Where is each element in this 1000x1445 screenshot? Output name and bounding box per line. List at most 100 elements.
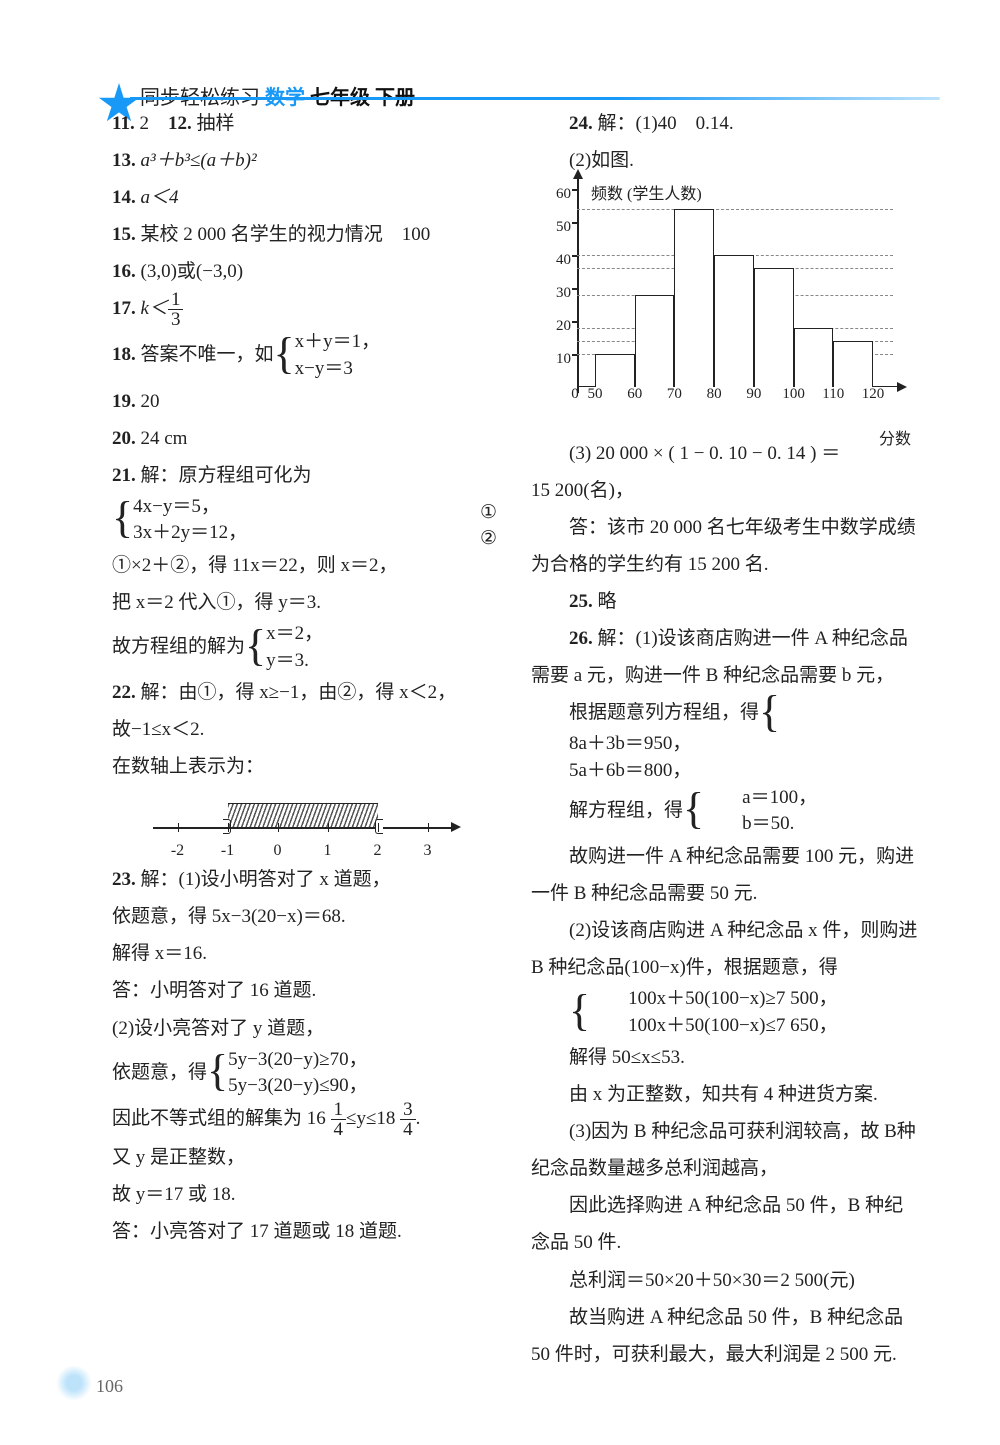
q15-ans: 某校 2 000 名学生的视力情况 100 (141, 224, 431, 245)
q17-num: 17. (112, 298, 136, 319)
q26-7: 由 x 为正整数，知共有 4 种进货方案. (531, 1076, 922, 1113)
q22-text: 解：由①，得 x≥−1，由②，得 x＜2， (141, 682, 457, 703)
q18-num: 18. (112, 344, 136, 365)
arrow-right-icon (451, 822, 461, 832)
numline-label: 0 (266, 835, 290, 866)
q18-text: 答案不唯一，如 (141, 344, 274, 365)
q12-ans: 抽样 (196, 113, 234, 134)
q26-2: 根据题意列方程组，得 (569, 702, 759, 723)
numline-label: 3 (416, 835, 440, 866)
q14-ans: a＜4 (141, 187, 179, 208)
sys-26a: 8a＋3b＝950，5a＋6b＝800， (531, 731, 691, 784)
chart-bar (754, 268, 794, 387)
q17-pre: k＜ (141, 298, 168, 319)
y-tick-label: 40 (547, 246, 571, 275)
q20-ans: 24 cm (141, 428, 188, 449)
arrow-up-icon (573, 169, 583, 179)
numline-label: -1 (216, 835, 240, 866)
q24-1: 解：(1)40 0.14. (598, 113, 734, 134)
brace-icon: { (683, 784, 704, 833)
chart-bar (595, 354, 635, 387)
numline-label: 1 (316, 835, 340, 866)
q23-7b: ≤y≤18 (346, 1108, 395, 1129)
q13-num: 13. (112, 150, 136, 171)
page-number: 106 (96, 1376, 123, 1397)
q23-3: 解得 x＝16. (112, 935, 503, 972)
q21-text: 解：原方程组可化为 (141, 465, 312, 486)
q23-num: 23. (112, 869, 136, 890)
q26-4: 故购进一件 A 种纪念品需要 100 元，购进一件 B 种纪念品需要 50 元. (531, 838, 922, 912)
q21-num: 21. (112, 465, 136, 486)
numline-label: -2 (166, 835, 190, 866)
q22-num: 22. (112, 682, 136, 703)
chart-bar (674, 209, 714, 387)
q24-2: (2)如图. (531, 142, 922, 179)
header-bar (130, 97, 940, 100)
q23-1: 解：(1)设小明答对了 x 道题， (141, 869, 391, 890)
chart-bar (794, 328, 834, 387)
q23-4: 答：小明答对了 16 道题. (112, 972, 503, 1009)
q26-10: 总利润＝50×20＋50×30＝2 500(元) (531, 1262, 922, 1299)
q26-8: (3)因为 B 种纪念品可获利润较高，故 B种纪念品数量越多总利润越高， (531, 1113, 922, 1187)
sys-21-sol: x＝2，y＝3. (266, 621, 323, 674)
sys-26c: 100x＋50(100−x)≥7 500，100x＋50(100−x)≤7 65… (590, 986, 838, 1039)
right-column: 24. 解：(1)40 0.14. (2)如图. 频数 (学生人数) 10203… (531, 105, 922, 1373)
q19-ans: 20 (141, 391, 160, 412)
brace-icon: { (569, 986, 590, 1035)
sys-23: 5y−3(20−y)≥70，5y−3(20−y)≤90， (228, 1047, 368, 1100)
x-axis-title: 分数 (879, 424, 911, 455)
q26-5: (2)设该商店购进 A 种纪念品 x 件，则购进 B 种纪念品(100−x)件，… (531, 912, 922, 986)
q15-num: 15. (112, 224, 136, 245)
shaded-region (228, 803, 378, 827)
brace-icon: { (759, 687, 780, 736)
number-line: -2-10123 (153, 791, 463, 859)
y-tick-label: 50 (547, 213, 571, 242)
q24-5: 答：该市 20 000 名七年级考生中数学成绩为合格的学生约有 15 200 名… (531, 509, 922, 583)
brace-icon: { (112, 493, 133, 542)
q23-6: 依题意，得 (112, 1062, 207, 1083)
q22-range: 故−1≤x＜2. (112, 711, 503, 748)
q23-8: 又 y 是正整数， (112, 1139, 503, 1176)
closed-bracket-icon (223, 819, 231, 834)
left-column: 11. 2 12. 抽样 13. a³＋b³≤(a＋b)² 14. a＜4 15… (112, 105, 503, 1373)
frac-17: 13 (168, 290, 184, 329)
y-tick-label: 10 (547, 345, 571, 374)
y-tick-label: 60 (547, 180, 571, 209)
y-tick-label: 20 (547, 312, 571, 341)
q24-4: 15 200(名)， (531, 472, 922, 509)
frac-23b: 34 (400, 1100, 416, 1139)
q24-num: 24. (569, 113, 593, 134)
sys-21: 4x−y＝5，3x＋2y＝12， (133, 494, 247, 547)
q16-num: 16. (112, 261, 136, 282)
q21-step2: 把 x＝2 代入①，得 y＝3. (112, 584, 503, 621)
q24-3: (3) 20 000 × ( 1 − 0. 10 − 0. 14 ) ＝ (531, 435, 922, 472)
brace-icon: { (274, 329, 295, 378)
sys-18: x＋y＝1，x−y＝3 (295, 329, 381, 382)
q23-10: 答：小亮答对了 17 道题或 18 道题. (112, 1213, 503, 1250)
q25-ans: 略 (598, 591, 617, 612)
q25-num: 25. (569, 591, 593, 612)
chart-bar (635, 295, 675, 387)
frac-23a: 14 (331, 1100, 347, 1139)
q21-step3: 故方程组的解为 (112, 636, 245, 657)
q19-num: 19. (112, 391, 136, 412)
y-tick-label: 30 (547, 279, 571, 308)
corner-decoration-icon (56, 1365, 92, 1401)
frequency-bar-chart: 频数 (学生人数) 102030405060050607080901001101… (539, 183, 909, 433)
q23-9: 故 y＝17 或 18. (112, 1176, 503, 1213)
numline-label: 2 (366, 835, 390, 866)
q26-6: 解得 50≤x≤53. (531, 1039, 922, 1076)
q23-5: (2)设小亮答对了 y 道题， (112, 1010, 503, 1047)
q12-num: 12. (168, 113, 192, 134)
q16-ans: (3,0)或(−3,0) (141, 261, 244, 282)
chart-bar (714, 255, 754, 387)
sys-26b: a＝100，b＝50. (704, 785, 817, 838)
circ-2: ② (480, 520, 497, 557)
q11-num: 11. (112, 113, 135, 134)
chart-bar (833, 341, 873, 387)
q21-step1: ①×2＋②，得 11x＝22，则 x＝2， (112, 547, 503, 584)
page-header: 同步轻松练习 数学 七年级 下册 (0, 45, 1000, 73)
q11-ans: 2 (139, 113, 149, 134)
arrow-right-icon (897, 382, 907, 392)
brace-icon: { (207, 1046, 228, 1095)
